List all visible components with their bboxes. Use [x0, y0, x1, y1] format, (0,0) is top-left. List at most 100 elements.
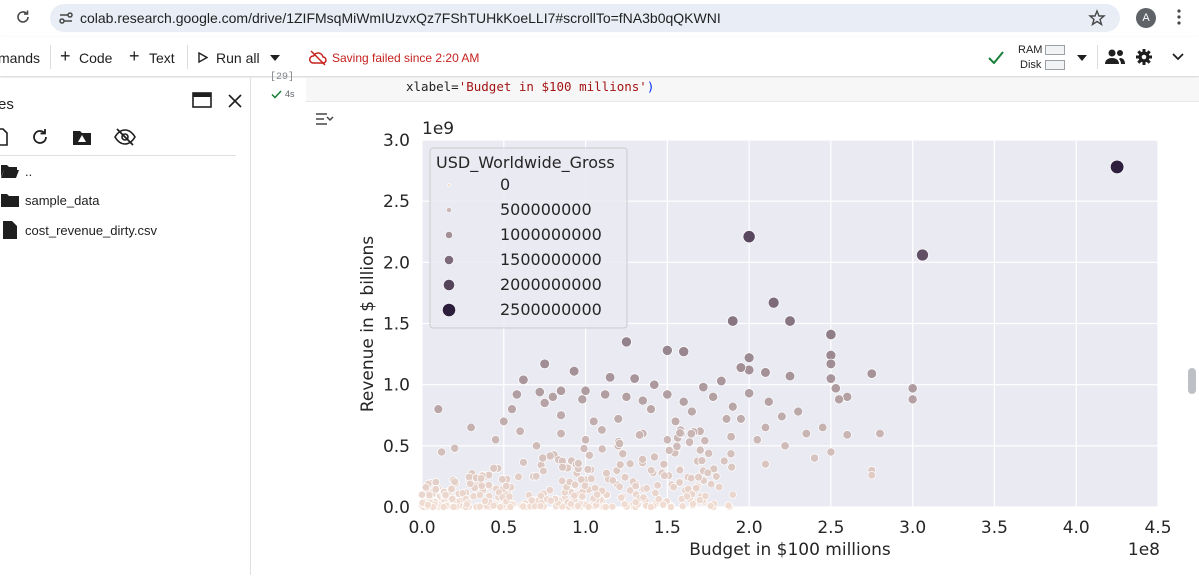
disk-meter[interactable] — [1045, 60, 1065, 70]
x-tick-label: 4.0 — [1063, 518, 1090, 538]
legend-entry-label: 2000000000 — [500, 275, 602, 294]
data-point — [744, 388, 755, 399]
data-point — [519, 458, 528, 467]
add-code-button[interactable]: Code — [79, 50, 113, 66]
data-point — [830, 383, 841, 394]
data-point — [578, 492, 587, 501]
data-point — [793, 406, 804, 417]
data-point — [801, 428, 812, 439]
data-point — [539, 358, 550, 370]
data-point — [726, 432, 736, 442]
toolbar-divider — [1097, 45, 1098, 69]
execution-count: [29] — [270, 72, 295, 83]
data-point — [767, 296, 780, 309]
data-point — [567, 499, 575, 508]
run-all-button[interactable]: Run all — [216, 50, 260, 66]
data-point — [698, 382, 709, 393]
legend-entry-label: 2500000000 — [500, 300, 602, 319]
data-point — [654, 495, 663, 504]
y-offset-label: 1e9 — [422, 119, 454, 139]
data-point — [678, 346, 690, 358]
data-point — [661, 344, 673, 356]
site-info-icon[interactable] — [58, 10, 74, 26]
add-icon[interactable]: + — [60, 46, 71, 66]
close-icon[interactable] — [228, 94, 242, 108]
data-point — [480, 496, 489, 505]
data-point — [689, 499, 697, 508]
chevron-down-icon[interactable] — [1172, 53, 1184, 61]
browser-menu-icon[interactable] — [1176, 8, 1182, 26]
folder-icon — [1, 194, 19, 207]
chevron-down-icon[interactable] — [1077, 55, 1087, 61]
data-point — [675, 428, 685, 438]
y-tick-label: 1.0 — [383, 376, 410, 396]
data-point — [491, 435, 501, 445]
data-point — [629, 373, 640, 384]
add-icon[interactable]: + — [129, 46, 140, 66]
x-tick-label: 1.5 — [654, 518, 681, 538]
data-point — [694, 472, 703, 482]
share-people-icon[interactable] — [1104, 48, 1126, 66]
profile-avatar[interactable]: A — [1136, 8, 1156, 28]
y-tick-label: 0.0 — [383, 498, 410, 518]
data-point — [712, 472, 721, 481]
chart-output: 0.0 0.5 1.0 1.5 2.0 2.5 3.0 3.5 4.0 4.5 0.0 0.5 1.0 1… — [348, 118, 1198, 575]
data-point — [580, 385, 591, 396]
data-point — [818, 422, 828, 433]
data-point — [600, 389, 611, 400]
code-editor[interactable]: xlabel='Budget in $100 millions') — [306, 78, 1199, 102]
gear-icon[interactable] — [1135, 48, 1153, 66]
scrollbar-thumb[interactable] — [1188, 368, 1196, 394]
data-point — [466, 479, 475, 489]
chevron-down-icon[interactable] — [270, 55, 280, 61]
output-actions-icon[interactable] — [315, 112, 335, 128]
data-point — [615, 460, 625, 469]
data-point — [581, 435, 591, 445]
data-point — [531, 472, 541, 481]
data-point — [587, 474, 596, 483]
add-text-button[interactable]: Text — [149, 50, 175, 66]
data-point — [608, 502, 617, 511]
data-point — [651, 488, 660, 497]
saving-status[interactable]: Saving failed since 2:20 AM — [332, 51, 480, 65]
disk-label: Disk — [1020, 59, 1042, 71]
data-point — [573, 502, 582, 510]
data-point — [593, 490, 602, 499]
data-point — [625, 486, 635, 495]
url-text[interactable]: colab.research.google.com/drive/1ZIFMsqM… — [80, 10, 721, 26]
data-point — [421, 483, 431, 492]
hide-files-icon[interactable] — [114, 128, 136, 146]
bookmark-star-icon[interactable] — [1088, 9, 1106, 27]
colab-toolbar: mands + Code + Text Run all Saving faile… — [0, 37, 1199, 77]
x-tick-label: 1.0 — [572, 518, 599, 538]
play-icon[interactable] — [198, 52, 208, 63]
file-item-parent[interactable]: .. — [0, 160, 236, 184]
legend-marker — [445, 231, 453, 239]
data-point — [709, 464, 719, 474]
refresh-icon[interactable] — [31, 128, 49, 146]
data-point — [618, 449, 628, 459]
commands-button[interactable]: mands — [0, 50, 41, 66]
data-point — [536, 491, 545, 500]
data-point — [678, 396, 689, 407]
data-point — [507, 404, 517, 414]
data-point — [631, 481, 640, 491]
panel-divider — [0, 155, 236, 156]
data-point — [700, 436, 710, 446]
file-item-sample-data[interactable]: sample_data — [0, 189, 236, 213]
upload-file-icon[interactable] — [0, 128, 8, 146]
open-in-tab-icon[interactable] — [192, 92, 212, 108]
data-point — [536, 502, 545, 511]
data-point — [704, 448, 714, 458]
code-line[interactable]: xlabel='Budget in $100 millions') — [406, 79, 654, 94]
data-point — [826, 447, 836, 457]
data-point — [417, 490, 427, 499]
address-bar[interactable]: colab.research.google.com/drive/1ZIFMsqM… — [50, 4, 1120, 32]
ram-meter[interactable] — [1045, 45, 1065, 55]
mount-drive-icon[interactable] — [72, 128, 92, 146]
file-item-csv[interactable]: cost_revenue_dirty.csv — [0, 219, 236, 243]
data-point — [638, 454, 647, 464]
legend-entry-label: 1000000000 — [500, 225, 602, 244]
x-axis-label: Budget in $100 millions — [689, 540, 891, 560]
reload-icon[interactable] — [14, 8, 32, 26]
